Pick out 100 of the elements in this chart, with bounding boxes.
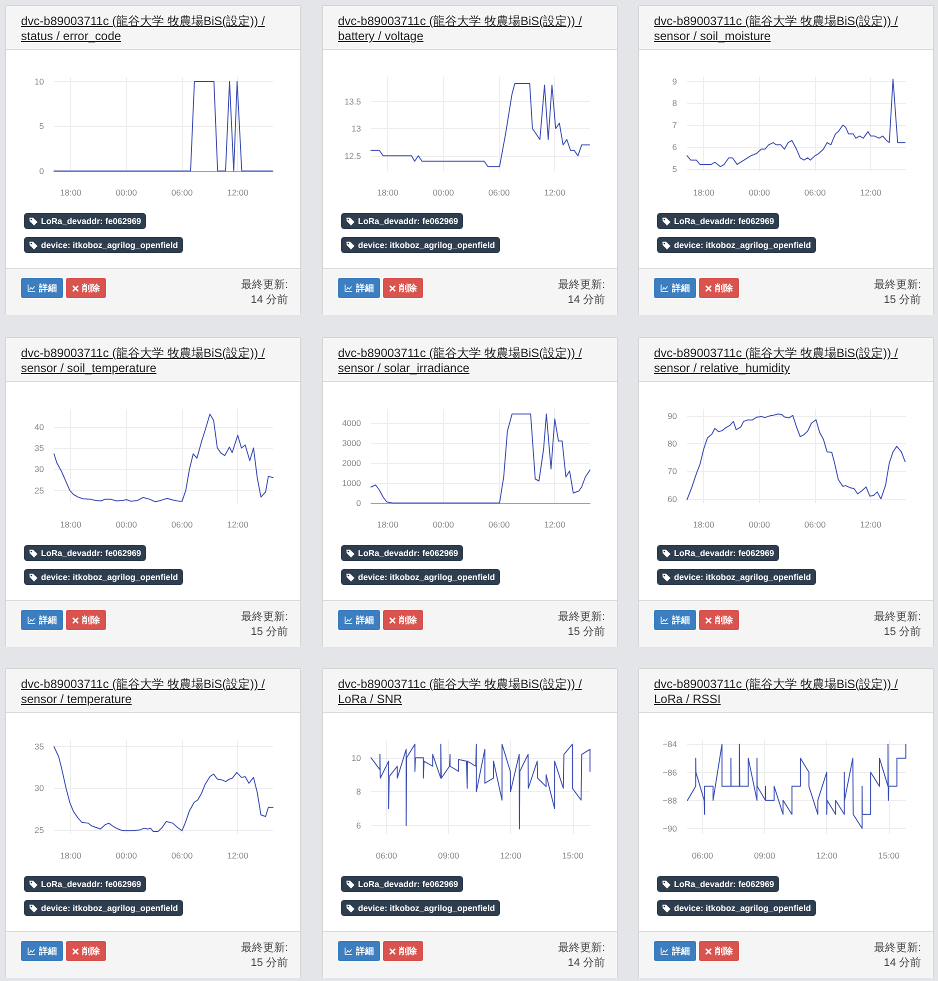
- text: 最終更新:: [874, 610, 921, 625]
- details-button[interactable]: 詳細: [338, 941, 380, 961]
- text: 最終更新:: [874, 941, 921, 956]
- tag-badge: device: itkoboz_agrilog_openfield: [657, 900, 816, 916]
- x-tick-label: 18:00: [377, 520, 399, 530]
- tag-badge: device: itkoboz_agrilog_openfield: [657, 237, 816, 253]
- delete-button[interactable]: 削除: [66, 941, 106, 961]
- x-tick-label: 18:00: [60, 188, 82, 198]
- y-tick-label: −84: [662, 739, 678, 750]
- tag-badge: device: itkoboz_agrilog_openfield: [341, 237, 500, 253]
- chart-title: dvc-b89003711c (龍谷大学 牧農場BiS(設定)) / sensor / relative_humidity: [654, 346, 899, 376]
- x-tick-label: 15:00: [562, 850, 584, 860]
- y-tick-label: 13: [352, 124, 362, 134]
- x-tick-label: 12:00: [500, 850, 522, 860]
- y-tick-label: 7: [672, 120, 678, 130]
- y-tick-label: 8: [672, 98, 678, 108]
- tag-badge: LoRa_devaddr: fe062969: [657, 213, 780, 229]
- chart-title: dvc-b89003711c (龍谷大学 牧農場BiS(設定)) / LoRa / RSSI: [654, 677, 899, 707]
- delete-button[interactable]: 削除: [66, 278, 106, 298]
- y-tick-label: 3000: [342, 438, 362, 448]
- y-tick-label: −90: [662, 823, 678, 834]
- delete-button[interactable]: 削除: [383, 941, 423, 961]
- text: 14 分前: [566, 293, 605, 308]
- details-button[interactable]: 詳細: [21, 941, 63, 961]
- text: 14 分前: [882, 956, 921, 971]
- y-tick-label: 0: [356, 498, 362, 508]
- details-button[interactable]: 詳細: [654, 941, 696, 961]
- line-series: [370, 744, 590, 830]
- x-tick-label: 00:00: [432, 188, 454, 198]
- x-tick-label: 00:00: [432, 520, 454, 530]
- chart-title: dvc-b89003711c (龍谷大学 牧農場BiS(設定)) / sensor / soil_temperature: [21, 346, 266, 376]
- details-button[interactable]: 詳細: [338, 278, 380, 298]
- tag-badge: device: itkoboz_agrilog_openfield: [341, 900, 500, 916]
- text: 15 分前: [882, 293, 921, 308]
- y-tick-label: 0: [39, 166, 44, 176]
- text: 15 分前: [882, 625, 921, 640]
- x-tick-label: 06:00: [376, 850, 398, 860]
- x-tick-label: 12:00: [227, 188, 249, 198]
- y-tick-label: 6: [672, 142, 678, 152]
- y-tick-label: 30: [34, 783, 44, 794]
- text: 15 分前: [566, 625, 605, 640]
- x-tick-label: 06:00: [171, 188, 193, 198]
- details-button[interactable]: 詳細: [338, 610, 380, 630]
- x-tick-label: 06:00: [488, 188, 510, 198]
- tag-badge: device: itkoboz_agrilog_openfield: [657, 569, 816, 585]
- tag-badge: LoRa_devaddr: fe062969: [24, 213, 146, 229]
- x-tick-label: 00:00: [116, 850, 138, 860]
- y-tick-label: 60: [668, 494, 678, 504]
- tag-badge: device: itkoboz_agrilog_openfield: [341, 569, 500, 585]
- tag-badge: device: itkoboz_agrilog_openfield: [24, 900, 183, 916]
- details-button[interactable]: 詳細: [21, 278, 63, 298]
- y-tick-label: 13.5: [344, 96, 362, 106]
- x-tick-label: 06:00: [692, 850, 714, 860]
- y-tick-label: 25: [34, 824, 44, 835]
- tag-badge: LoRa_devaddr: fe062969: [657, 545, 780, 561]
- y-tick-label: 2000: [342, 458, 362, 468]
- y-tick-label: 1000: [342, 478, 362, 488]
- x-tick-label: 06:00: [171, 520, 193, 530]
- details-button[interactable]: 詳細: [654, 278, 696, 298]
- text: 最終更新:: [240, 278, 288, 293]
- tag-badge: LoRa_devaddr: fe062969: [24, 876, 146, 892]
- tag-badge: LoRa_devaddr: fe062969: [24, 545, 146, 561]
- text: 14 分前: [566, 956, 605, 971]
- y-tick-label: 30: [34, 464, 44, 474]
- details-button[interactable]: 詳細: [654, 610, 696, 630]
- x-tick-label: 18:00: [693, 188, 715, 198]
- y-tick-label: 35: [34, 442, 44, 453]
- chart-title: dvc-b89003711c (龍谷大学 牧農場BiS(設定)) / sensor / temperature: [21, 677, 266, 707]
- tag-badge: device: itkoboz_agrilog_openfield: [24, 237, 183, 253]
- x-tick-label: 06:00: [804, 188, 826, 198]
- y-tick-label: 40: [34, 422, 44, 432]
- details-button[interactable]: 詳細: [21, 610, 63, 630]
- tag-badge: LoRa_devaddr: fe062969: [341, 876, 464, 892]
- x-tick-label: 12:00: [227, 520, 249, 530]
- x-tick-label: 18:00: [60, 850, 82, 860]
- delete-button[interactable]: 削除: [699, 278, 739, 298]
- y-tick-label: 70: [668, 466, 678, 476]
- text: 最終更新:: [558, 610, 605, 625]
- y-tick-label: 12.5: [344, 150, 362, 161]
- chart-title: dvc-b89003711c (龍谷大学 牧農場BiS(設定)) / LoRa / SNR: [338, 677, 583, 707]
- delete-button[interactable]: 削除: [383, 278, 423, 298]
- line-series: [686, 744, 906, 829]
- x-tick-label: 06:00: [171, 850, 193, 860]
- delete-button[interactable]: 削除: [383, 610, 423, 630]
- text: 14 分前: [250, 293, 288, 308]
- x-tick-label: 18:00: [60, 520, 82, 530]
- chart-title: dvc-b89003711c (龍谷大学 牧農場BiS(設定)) / sensor / solar_irradiance: [338, 346, 583, 376]
- tag-badge: LoRa_devaddr: fe062969: [341, 213, 464, 229]
- x-tick-label: 09:00: [754, 850, 776, 860]
- y-tick-label: −88: [662, 795, 678, 806]
- y-tick-label: 10: [34, 76, 44, 86]
- delete-button[interactable]: 削除: [699, 941, 739, 961]
- tag-badge: LoRa_devaddr: fe062969: [657, 876, 780, 892]
- x-tick-label: 15:00: [878, 850, 900, 860]
- text: 最終更新:: [240, 941, 288, 956]
- x-tick-label: 12:00: [860, 520, 882, 530]
- delete-button[interactable]: 削除: [699, 610, 739, 630]
- delete-button[interactable]: 削除: [66, 610, 106, 630]
- x-tick-label: 06:00: [488, 520, 510, 530]
- y-tick-label: 90: [668, 410, 678, 421]
